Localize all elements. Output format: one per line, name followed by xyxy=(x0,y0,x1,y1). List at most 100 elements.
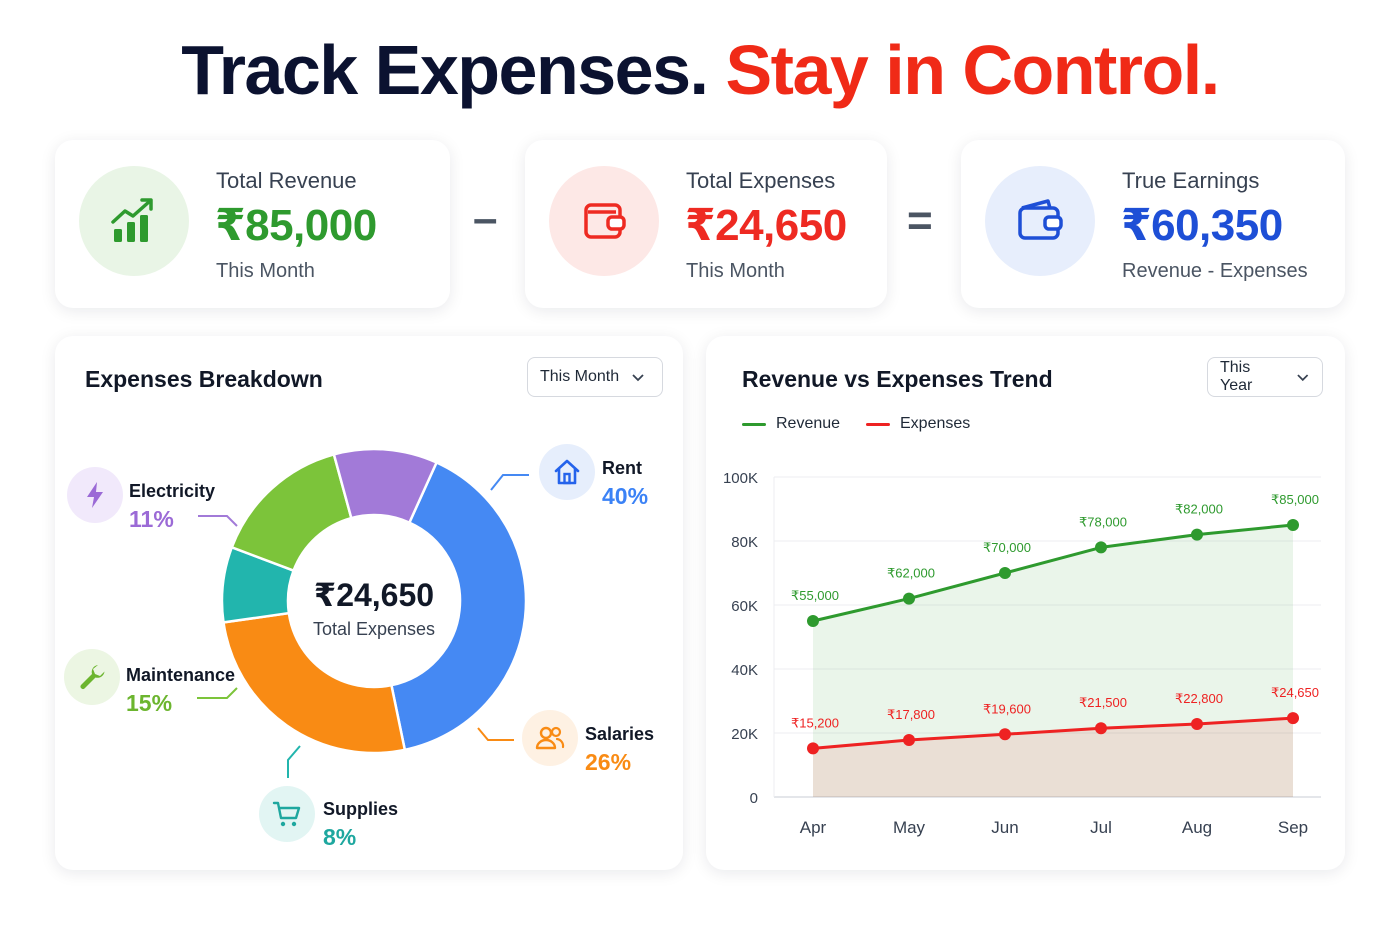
donut-segment-electricity xyxy=(332,447,439,525)
chevron-down-icon xyxy=(1297,374,1309,382)
y-tick-label: 80K xyxy=(731,534,758,551)
point-expenses xyxy=(807,742,819,755)
segment-label-salaries: Salaries 26% xyxy=(585,724,654,776)
x-tick-label: Jun xyxy=(991,818,1018,837)
segment-name: Electricity xyxy=(129,481,216,501)
true-earnings-card: True Earnings ₹60,350 Revenue - Expenses xyxy=(961,140,1345,308)
kpi-value: ₹85,000 xyxy=(215,201,377,250)
x-tick-label: Aug xyxy=(1182,818,1212,837)
segment-label-electricity: Electricity 11% xyxy=(129,481,215,533)
data-label-expenses: ₹15,200 xyxy=(791,715,839,730)
data-label-expenses: ₹17,800 xyxy=(887,707,935,722)
x-tick-label: Apr xyxy=(800,818,827,837)
breakdown-period-dropdown[interactable]: This Month xyxy=(527,357,663,397)
donut-segment-salaries xyxy=(222,611,407,755)
users-icon xyxy=(522,710,578,766)
legend-swatch xyxy=(742,422,766,426)
dropdown-value: This Year xyxy=(1220,359,1253,394)
panel-title: Expenses Breakdown xyxy=(85,366,323,392)
salaries-connector xyxy=(477,727,514,741)
headline-part-2: Stay in Control. xyxy=(725,31,1220,109)
point-revenue xyxy=(999,567,1011,579)
house-icon xyxy=(539,444,595,500)
segment-pct: 15% xyxy=(126,690,173,716)
minus-operator: – xyxy=(473,194,498,243)
segment-name: Maintenance xyxy=(126,665,236,685)
y-tick-label: 20K xyxy=(731,726,758,743)
lightning-icon xyxy=(67,467,123,523)
segment-pct: 26% xyxy=(585,749,632,775)
segment-name: Rent xyxy=(602,458,642,478)
legend-label: Expenses xyxy=(900,415,971,432)
kpi-sub: This Month xyxy=(216,260,315,282)
segment-name: Supplies xyxy=(323,799,399,819)
data-label-revenue: ₹78,000 xyxy=(1079,514,1127,529)
wallet-icon xyxy=(985,166,1095,276)
equals-operator: = xyxy=(907,196,933,245)
data-label-expenses: ₹22,800 xyxy=(1175,691,1223,706)
line-revenue xyxy=(812,523,1294,623)
point-expenses xyxy=(903,734,915,747)
dropdown-value: This Month xyxy=(540,368,620,385)
point-expenses xyxy=(1191,718,1203,731)
y-tick-label: 60K xyxy=(731,598,758,615)
point-revenue xyxy=(1095,541,1107,554)
electricity-connector xyxy=(198,515,238,527)
maintenance-connector xyxy=(197,687,238,699)
data-label-revenue: ₹85,000 xyxy=(1271,492,1319,507)
kpi-label: Total Expenses xyxy=(686,168,836,193)
segment-pct: 11% xyxy=(129,506,174,532)
kpi-label: True Earnings xyxy=(1122,168,1260,193)
total-revenue-card: Total Revenue ₹85,000 This Month xyxy=(55,140,450,308)
data-label-expenses: ₹19,600 xyxy=(983,701,1031,716)
data-label-expenses: ₹21,500 xyxy=(1079,695,1127,710)
wrench-icon xyxy=(64,649,120,705)
kpi-sub: This Month xyxy=(686,260,785,282)
point-expenses xyxy=(1095,722,1107,735)
trend-panel: Revenue vs Expenses Trend This Year Reve… xyxy=(706,336,1345,870)
rent-connector xyxy=(490,474,529,491)
point-revenue xyxy=(807,615,819,627)
line-expenses xyxy=(812,716,1294,750)
kpi-label: Total Revenue xyxy=(216,168,357,193)
panel-title: Revenue vs Expenses Trend xyxy=(742,366,1053,392)
trend-period-dropdown[interactable]: This Year xyxy=(1207,357,1323,397)
area-expenses xyxy=(813,718,1293,797)
donut-chart xyxy=(197,447,529,778)
segment-label-rent: Rent 40% xyxy=(602,458,648,510)
data-label-revenue: ₹62,000 xyxy=(887,566,935,581)
wallet-icon xyxy=(549,166,659,276)
point-expenses xyxy=(1287,712,1299,725)
legend-expenses: Expenses xyxy=(866,415,970,433)
x-tick-label: Sep xyxy=(1278,818,1308,837)
y-tick-label: 100K xyxy=(723,470,758,487)
segment-label-maintenance: Maintenance 15% xyxy=(126,665,235,717)
legend-label: Revenue xyxy=(776,415,841,432)
data-label-expenses: ₹24,650 xyxy=(1271,685,1319,700)
donut-center-value: ₹24,650 xyxy=(313,577,435,613)
expenses-breakdown-panel: Expenses Breakdown This Month ₹24,650 To… xyxy=(55,336,683,870)
x-tick-label: Jul xyxy=(1090,818,1112,837)
kpi-value: ₹60,350 xyxy=(1121,201,1283,250)
data-label-revenue: ₹70,000 xyxy=(983,540,1031,555)
point-revenue xyxy=(1191,528,1203,541)
headline-part-1: Track Expenses. xyxy=(181,31,709,109)
page-headline: Track Expenses. Stay in Control. xyxy=(0,28,1400,112)
y-tick-label: 0 xyxy=(750,790,758,807)
donut-center-label: Total Expenses xyxy=(312,619,436,639)
chart-growth-icon xyxy=(79,166,189,276)
total-expenses-card: Total Expenses ₹24,650 This Month xyxy=(525,140,887,308)
point-expenses xyxy=(999,728,1011,741)
data-label-revenue: ₹55,000 xyxy=(791,588,839,603)
data-label-revenue: ₹82,000 xyxy=(1175,502,1223,517)
y-tick-label: 40K xyxy=(731,662,758,679)
trend-line-chart: ₹55,000 ₹62,000 ₹70,000 ₹78,000 ₹82,000 ₹85,0… xyxy=(723,470,1321,837)
point-revenue xyxy=(1287,519,1299,531)
cart-icon xyxy=(259,786,315,842)
point-revenue xyxy=(903,592,915,605)
supplies-connector xyxy=(287,745,301,778)
legend-revenue: Revenue xyxy=(742,415,840,433)
x-tick-label: May xyxy=(893,818,926,837)
donut-segment-maintenance xyxy=(230,452,353,573)
kpi-sub: Revenue - Expenses xyxy=(1122,260,1308,282)
